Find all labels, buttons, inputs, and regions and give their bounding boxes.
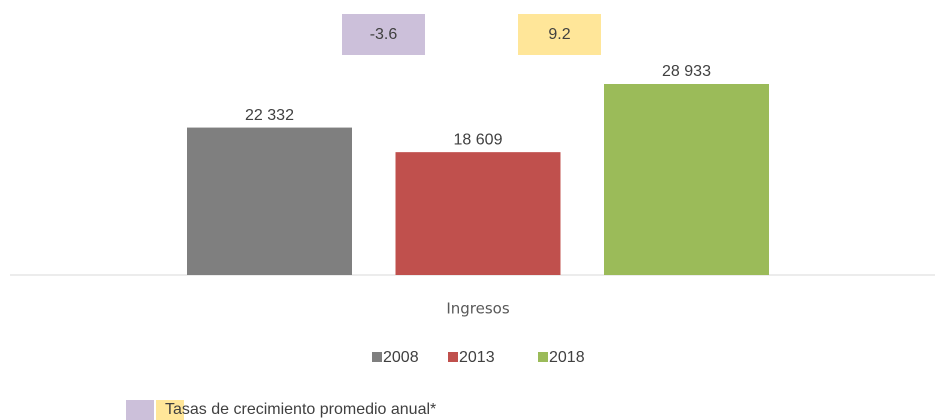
legend-swatch (448, 352, 458, 362)
value-label: 18 609 (454, 131, 503, 148)
growth-box (342, 14, 425, 55)
growth-rate: -3.6 (370, 26, 398, 43)
growth-swatch (126, 400, 154, 420)
legend-label: 2013 (459, 349, 495, 366)
legend-swatch (538, 352, 548, 362)
bar (187, 127, 352, 275)
growth-swatch (156, 400, 184, 420)
growth-box (518, 14, 601, 55)
value-label: 22 332 (245, 107, 294, 124)
legend-label: 2018 (549, 349, 585, 366)
bar (604, 84, 769, 275)
bar (395, 152, 561, 275)
growth-note: Tasas de crecimiento promedio anual* (165, 401, 436, 418)
growth-rate: 9.2 (548, 26, 570, 43)
legend-label: 2008 (383, 349, 419, 366)
category-label: Ingresos (446, 300, 510, 318)
value-label: 28 933 (662, 63, 711, 80)
legend-swatch (372, 352, 382, 362)
